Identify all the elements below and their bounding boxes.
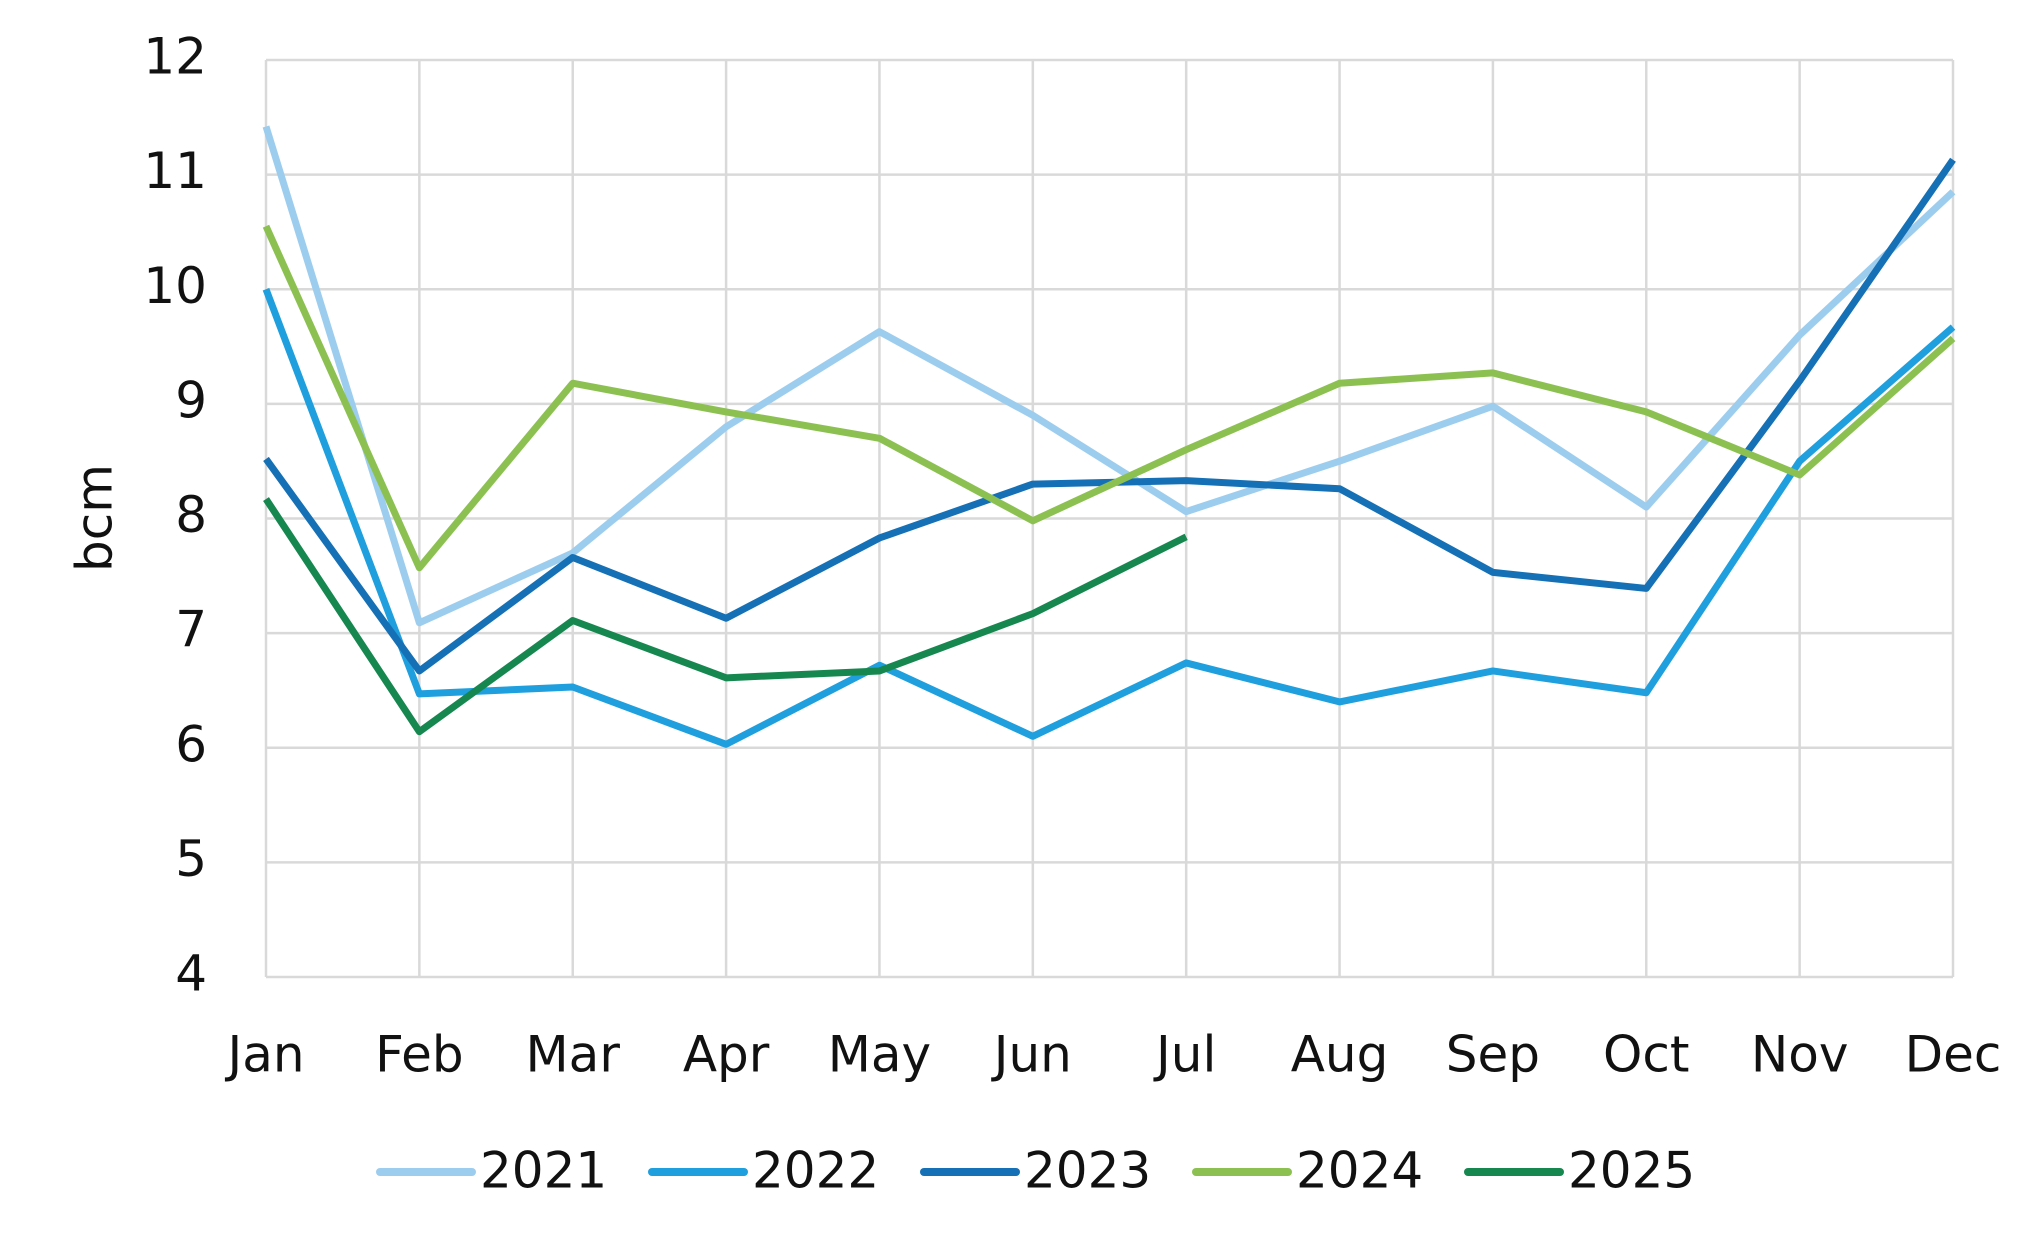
y-tick-label: 6 [175, 715, 207, 773]
x-tick-label: Aug [1291, 1026, 1389, 1084]
y-tick-label: 5 [175, 830, 207, 888]
y-axis-label: bcm [66, 464, 124, 572]
x-tick-label: Jan [224, 1026, 304, 1084]
legend-label: 2023 [1024, 1142, 1151, 1200]
legend-label: 2024 [1296, 1142, 1423, 1200]
y-tick-label: 10 [143, 257, 207, 315]
x-tick-label: Feb [375, 1026, 464, 1084]
x-tick-label: Mar [526, 1026, 621, 1084]
x-tick-label: Sep [1446, 1026, 1540, 1084]
y-tick-label: 8 [175, 486, 207, 544]
x-tick-label: Jun [991, 1026, 1072, 1084]
y-tick-label: 4 [175, 945, 207, 1003]
series-line [262, 224, 1956, 572]
y-tick-label: 12 [143, 28, 207, 86]
series-line [263, 497, 1188, 736]
y-tick-label: 11 [143, 142, 207, 200]
x-tick-label: Oct [1603, 1026, 1689, 1084]
legend-label: 2021 [480, 1142, 607, 1200]
x-tick-label: Apr [683, 1026, 770, 1084]
y-tick-label: 7 [175, 601, 207, 659]
legend-label: 2022 [752, 1142, 879, 1200]
x-tick-label: Nov [1751, 1026, 1849, 1084]
y-tick-label: 9 [175, 371, 207, 429]
series-line [263, 157, 1956, 675]
x-tick-label: Jul [1153, 1026, 1216, 1084]
series-line [262, 288, 1956, 748]
legend-label: 2025 [1568, 1142, 1695, 1200]
series-line [262, 125, 1956, 627]
x-tick-label: May [828, 1026, 931, 1084]
x-tick-label: Dec [1905, 1026, 2002, 1084]
